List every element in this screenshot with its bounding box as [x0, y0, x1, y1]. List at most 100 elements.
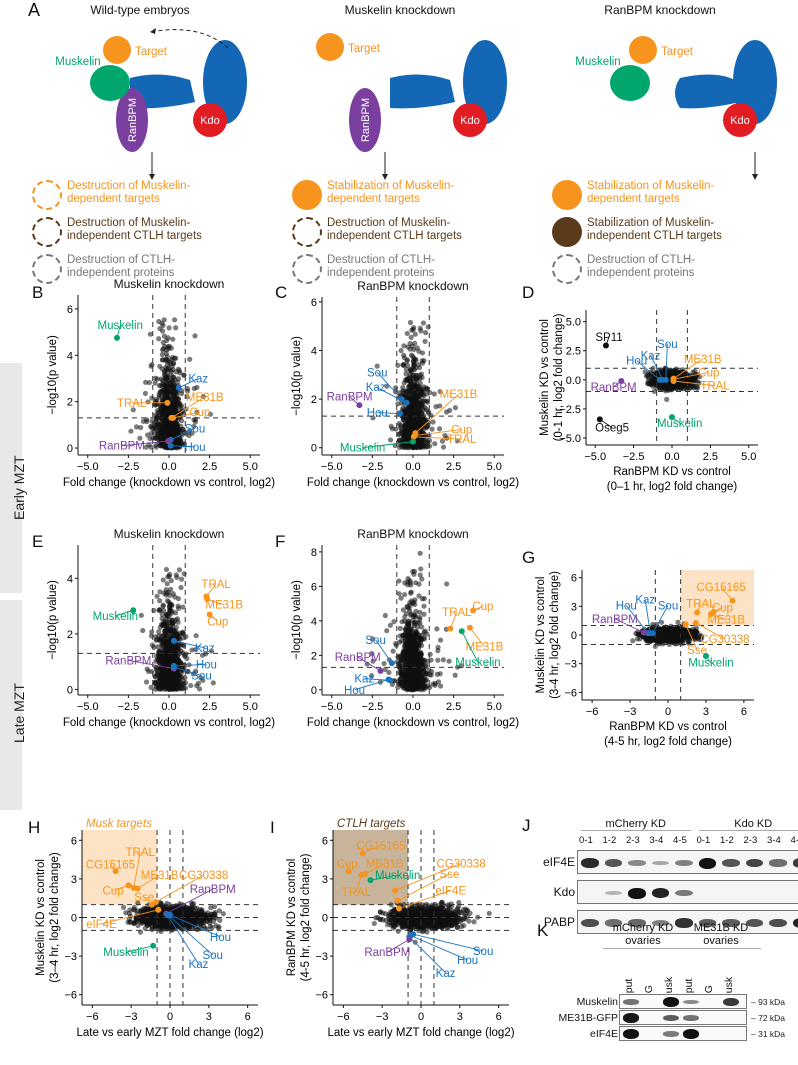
panel-label-a: A [28, 0, 40, 21]
data-point [156, 336, 161, 341]
target-label: Target [348, 43, 381, 55]
data-point [407, 578, 412, 583]
data-point [412, 620, 417, 625]
y-tick-label: 0.0 [566, 375, 581, 387]
x-tick-label: −5.0 [584, 451, 606, 463]
gene-label: TRAL [447, 434, 477, 446]
data-point [172, 356, 177, 361]
highlight-point-oseg5 [597, 416, 603, 422]
data-point [169, 602, 174, 607]
highlight-point-cup [170, 415, 176, 421]
data-point [400, 658, 405, 663]
y-tick-label: 2 [67, 629, 73, 641]
data-point [429, 427, 434, 432]
data-point [168, 655, 173, 660]
gene-label: TRAL [201, 579, 231, 591]
data-point [154, 419, 159, 424]
data-point [441, 444, 446, 449]
y-tick-label: 0 [67, 443, 73, 455]
highlight-point-hou [168, 443, 174, 449]
highlight-point-muskelin [459, 628, 465, 634]
y-axis-label: Muskelin KD vs control [539, 319, 551, 436]
data-point [166, 620, 171, 625]
highlight-point-hou [397, 411, 403, 417]
data-point [178, 585, 183, 590]
y-axis-label: −log10(p value) [291, 336, 303, 416]
data-point [162, 369, 167, 374]
y-tick-label: 2 [311, 394, 317, 406]
data-point [169, 346, 174, 351]
data-point [160, 323, 165, 328]
x-tick-label: 2.5 [446, 461, 461, 473]
data-point [161, 603, 166, 608]
data-point [401, 635, 406, 640]
data-point [407, 627, 412, 632]
data-point [419, 624, 424, 629]
data-point [165, 581, 170, 586]
data-point [146, 669, 151, 674]
data-point [179, 403, 184, 408]
x-tick-label: 2.5 [202, 701, 217, 713]
outcome-text: Destruction of Muskelin-dependent target… [67, 180, 207, 206]
outcome-row: Stabilization of Muskelin-dependent targ… [552, 180, 727, 210]
kdo-label: Kdo [460, 115, 480, 127]
gene-label: Cup [472, 601, 493, 613]
data-point [413, 641, 418, 646]
data-point [413, 651, 418, 656]
data-point [422, 339, 427, 344]
data-point [407, 376, 412, 381]
x-tick-label: −5.0 [321, 701, 343, 713]
data-point [152, 412, 157, 417]
data-point [197, 686, 202, 691]
gene-label: RanBPM [105, 655, 151, 667]
data-point [139, 613, 144, 618]
data-point [162, 433, 167, 438]
data-point [149, 395, 154, 400]
data-point [426, 324, 431, 329]
data-point [400, 362, 405, 367]
data-point [408, 633, 413, 638]
data-point [148, 332, 153, 337]
target-circle [629, 36, 657, 64]
x-axis-label: RanBPM KD vs control [613, 466, 731, 478]
gene-label: Kaz [354, 674, 374, 686]
highlight-point-tral [671, 378, 677, 384]
x-tick-label: −5.0 [77, 461, 99, 473]
data-point [410, 413, 415, 418]
data-point [176, 606, 181, 611]
data-point [413, 332, 418, 337]
x-tick-label: 0.0 [405, 461, 420, 473]
x-tick-label: −2.5 [118, 461, 140, 473]
gene-label: RanBPM [99, 441, 145, 453]
data-point [419, 410, 424, 415]
y-tick-label: 0 [311, 685, 317, 697]
y-axis-label: −log10(p value) [47, 580, 59, 660]
gene-label: SP11 [595, 332, 622, 344]
data-point [144, 679, 149, 684]
y-tick-label: 2 [67, 397, 73, 409]
target-label: Target [135, 46, 168, 58]
gene-label: RanBPM [591, 382, 637, 394]
data-point [173, 325, 178, 330]
x-tick-label: 5.0 [741, 451, 756, 463]
data-point [177, 567, 182, 572]
data-point [165, 574, 170, 579]
outcome-text: Stabilization of Muskelin-dependent targ… [327, 180, 467, 206]
data-point [173, 672, 178, 677]
data-point [162, 344, 167, 349]
data-point [427, 390, 432, 395]
data-point [157, 685, 162, 690]
x-tick-label: 2.5 [202, 461, 217, 473]
gene-label: Muskelin [455, 657, 500, 669]
highlight-point-hou [386, 676, 392, 682]
x-tick-label: 2.5 [703, 451, 718, 463]
data-point [415, 444, 420, 449]
data-point [413, 386, 418, 391]
data-point [173, 617, 178, 622]
y-tick-label: 6 [67, 304, 73, 316]
data-point [403, 388, 408, 393]
data-point [409, 598, 414, 603]
data-point [391, 619, 396, 624]
